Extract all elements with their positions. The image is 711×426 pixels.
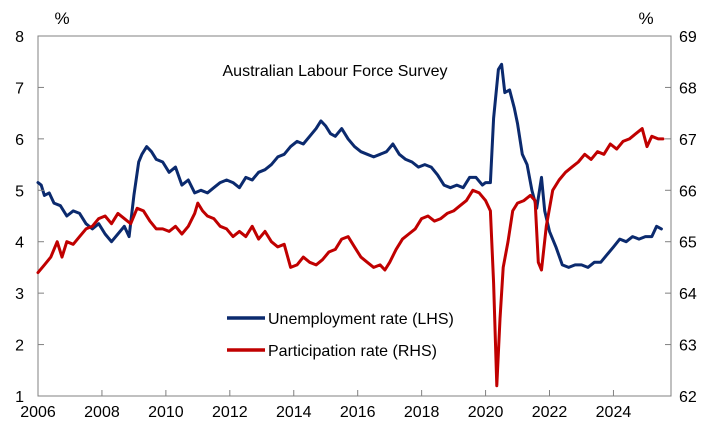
unemployment-rate-line bbox=[36, 62, 663, 269]
left-tick-label: 7 bbox=[15, 80, 24, 97]
x-tick-label: 2018 bbox=[404, 404, 440, 421]
x-axis-ticks: 2006 2008 2010 2012 2014 2016 2018 2020 2022 2024 bbox=[20, 390, 631, 421]
right-tick-label: 68 bbox=[679, 80, 697, 97]
right-tick-label: 69 bbox=[679, 29, 697, 46]
x-tick-label: 2006 bbox=[20, 404, 56, 421]
left-tick-label: 6 bbox=[15, 132, 24, 149]
left-tick-label: 3 bbox=[15, 286, 24, 303]
legend-label-participation: Participation rate (RHS) bbox=[268, 343, 437, 360]
x-tick-label: 2024 bbox=[596, 404, 632, 421]
x-tick-label: 2016 bbox=[340, 404, 376, 421]
x-tick-label: 2010 bbox=[148, 404, 184, 421]
right-axis-unit: % bbox=[638, 9, 653, 28]
right-tick-label: 66 bbox=[679, 183, 697, 200]
left-tick-label: 8 bbox=[15, 29, 24, 46]
left-axis-unit: % bbox=[54, 9, 69, 28]
legend-label-unemployment: Unemployment rate (LHS) bbox=[268, 311, 454, 328]
plot-frame bbox=[37, 35, 672, 397]
legend: Unemployment rate (LHS) Participation ra… bbox=[227, 311, 454, 360]
right-tick-label: 67 bbox=[679, 132, 697, 149]
x-tick-label: 2020 bbox=[468, 404, 504, 421]
chart-title: Australian Labour Force Survey bbox=[223, 63, 448, 80]
left-tick-label: 4 bbox=[15, 235, 24, 252]
plot-border bbox=[37, 35, 672, 397]
series-lines bbox=[36, 62, 665, 388]
left-tick-label: 5 bbox=[15, 183, 24, 200]
left-tick-label: 2 bbox=[15, 338, 24, 355]
x-tick-label: 2014 bbox=[276, 404, 312, 421]
right-tick-label: 62 bbox=[679, 389, 697, 406]
x-tick-label: 2012 bbox=[212, 404, 248, 421]
right-tick-label: 63 bbox=[679, 338, 697, 355]
left-axis-ticks: 1 2 3 4 5 6 7 8 bbox=[15, 29, 44, 406]
right-tick-label: 65 bbox=[679, 235, 697, 252]
left-tick-label: 1 bbox=[15, 389, 24, 406]
right-tick-label: 64 bbox=[679, 286, 697, 303]
x-tick-label: 2022 bbox=[532, 404, 568, 421]
right-axis-ticks: 62 63 64 65 66 67 68 69 bbox=[665, 29, 697, 406]
x-tick-label: 2008 bbox=[84, 404, 120, 421]
participation-rate-line bbox=[36, 127, 665, 388]
